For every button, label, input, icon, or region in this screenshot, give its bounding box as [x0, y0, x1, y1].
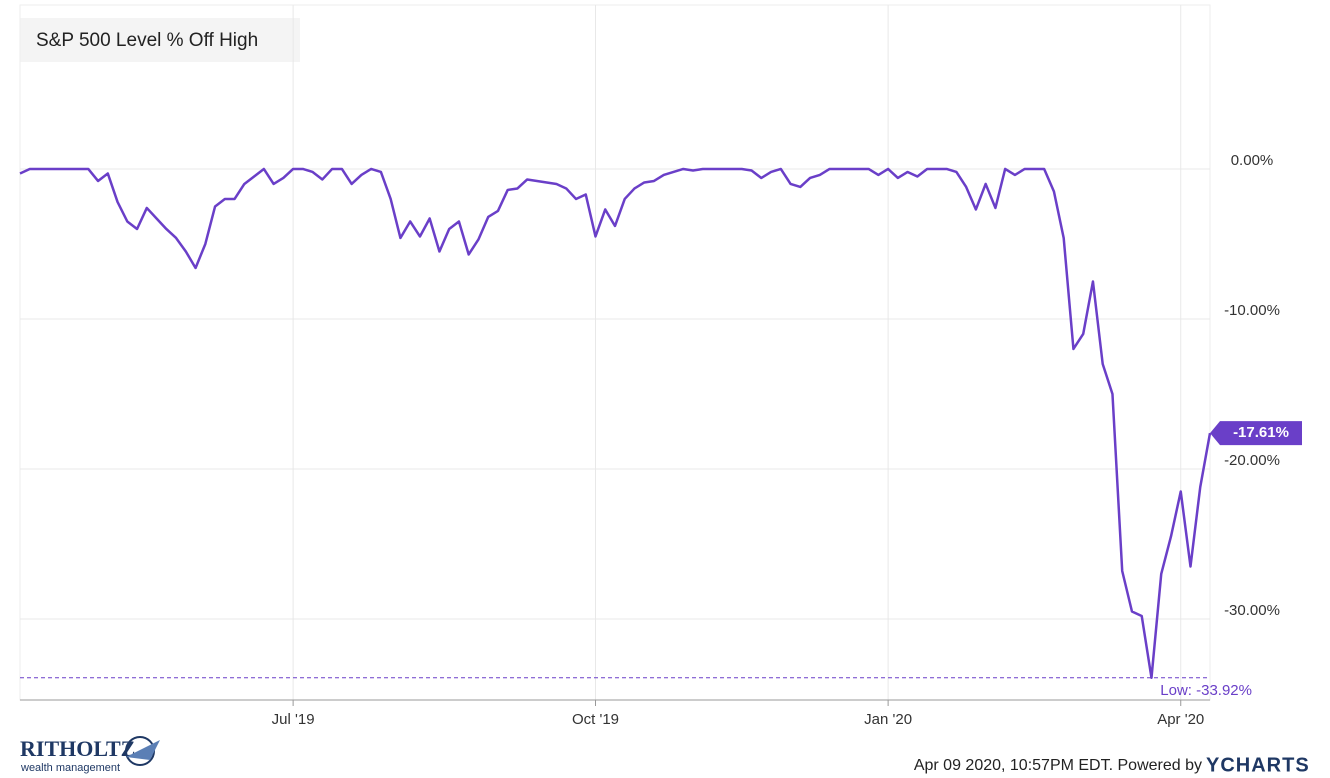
data-line [19, 167, 1212, 680]
y-tick-label: -20.00% [1224, 452, 1280, 469]
logo-tagline: wealth management [20, 762, 120, 774]
low-label: Low: -33.92% [1160, 682, 1252, 699]
logo-name: RITHOLTZ [20, 736, 135, 761]
y-tick-label: 0.00% [1231, 152, 1274, 169]
x-tick-label: Jan '20 [864, 711, 912, 728]
x-tick-label: Apr '20 [1157, 711, 1204, 728]
last-value-tag [1210, 421, 1302, 446]
logo-icon [125, 736, 160, 766]
x-tick-label: Oct '19 [572, 711, 619, 728]
title-box [20, 18, 300, 62]
footer-timestamp: Apr 09 2020, 10:57PM EDT. Powered by [914, 757, 1202, 774]
footer-brand: YCHARTS [1206, 754, 1310, 776]
last-value-label: -17.61% [1233, 424, 1289, 441]
y-tick-label: -30.00% [1224, 602, 1280, 619]
x-tick-label: Jul '19 [272, 711, 315, 728]
plot-frame [19, 4, 1211, 701]
chart-title: S&P 500 Level % Off High [36, 30, 258, 51]
y-tick-label: -10.00% [1224, 302, 1280, 319]
